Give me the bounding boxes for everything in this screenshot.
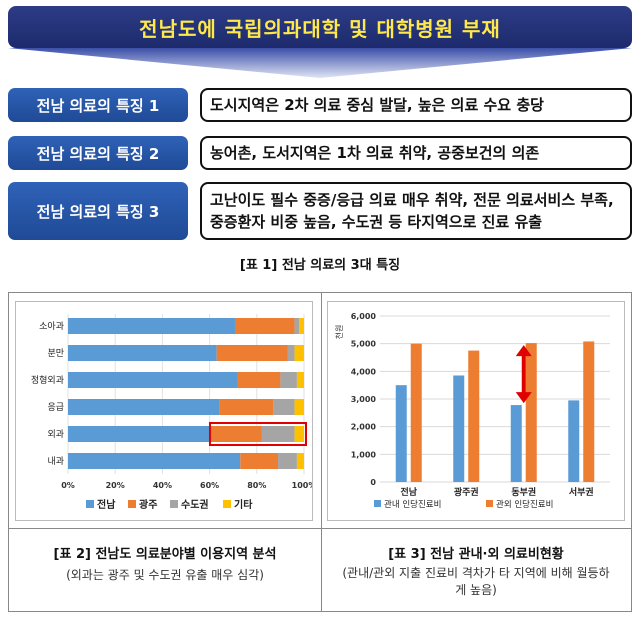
category-label: 전남 [400, 486, 417, 498]
x-tick-label: 60% [200, 481, 219, 490]
legend-swatch [486, 500, 493, 507]
feature-label-1: 전남 의료의 특징 1 [8, 88, 188, 122]
down-arrow-icon [8, 48, 632, 78]
table3-caption: [표 3] 전남 관내·외 의료비현황 [388, 547, 564, 562]
bar [410, 343, 422, 482]
x-tick-label: 20% [106, 481, 125, 490]
bar-segment [294, 426, 304, 442]
category-label: 내과 [47, 456, 64, 467]
y-tick-label: 4,000 [351, 367, 377, 376]
legend-label: 전남 [97, 498, 116, 511]
bar-segment [68, 399, 220, 415]
bar-segment [296, 372, 304, 388]
legend-swatch [170, 500, 178, 508]
legend-label: 기타 [234, 498, 253, 511]
bar-segment [211, 426, 262, 442]
table1-caption: [표 1] 전남 의료의 3대 특징 [239, 258, 401, 273]
feature-row-3: 전남 의료의 특징 3 고난이도 필수 중증/응급 의료 매우 취약, 전문 의… [8, 182, 632, 240]
category-label: 외과 [47, 428, 64, 440]
bar-segment [273, 399, 295, 415]
legend-label: 수도권 [181, 499, 209, 511]
bar-segment [280, 372, 297, 388]
feature-label-2: 전남 의료의 특징 2 [8, 136, 188, 170]
bar-segment [294, 345, 304, 361]
panel-divider-vertical [321, 293, 322, 611]
bar-segment [68, 318, 236, 334]
bar-segment [287, 345, 295, 361]
bar [583, 341, 595, 482]
y-axis-label: 천원 [334, 325, 344, 340]
bar-segment [294, 318, 300, 334]
legend-label: 관내 인당진료비 [384, 499, 441, 510]
banner-title-text: 전남도에 국립의과대학 및 대학병원 부재 [139, 16, 501, 41]
bar-segment [216, 345, 288, 361]
feature-text-3: 고난이도 필수 중증/응급 의료 매우 취약, 전문 의료서비스 부족, 중증환… [200, 182, 632, 240]
panel-divider-horizontal [9, 528, 631, 529]
bar-segment [68, 453, 241, 469]
legend-label: 관외 인당진료비 [496, 499, 553, 510]
category-label: 응급 [47, 402, 64, 413]
feature-text-2: 농어촌, 도서지역은 1차 의료 취약, 공중보건의 의존 [200, 136, 632, 170]
bar-segment [294, 399, 304, 415]
table3-note: (관내/관외 지출 진료비 격차가 타 지역에 비해 월등하게 높음) [342, 566, 610, 597]
legend-swatch [86, 500, 94, 508]
feature-text-1: 도시지역은 2차 의료 중심 발달, 높은 의료 수요 충당 [200, 88, 632, 122]
bar-segment [68, 345, 217, 361]
feature-row-1: 전남 의료의 특징 1 도시지역은 2차 의료 중심 발달, 높은 의료 수요 … [8, 88, 632, 122]
category-label: 동부권 [511, 486, 536, 498]
category-label: 소아과 [39, 321, 64, 332]
bar-segment [219, 399, 274, 415]
bar-segment [68, 372, 238, 388]
bar [510, 405, 522, 482]
bar [468, 350, 480, 482]
bar-segment [240, 453, 279, 469]
bar-segment [237, 372, 281, 388]
y-tick-label: 2,000 [351, 423, 377, 432]
bar-segment [235, 318, 295, 334]
legend-swatch [374, 500, 381, 507]
bar [525, 343, 537, 482]
bar [395, 385, 407, 482]
legend-label: 광주 [139, 499, 157, 511]
bar [453, 375, 465, 482]
category-label: 분만 [47, 348, 64, 359]
category-label: 서부권 [569, 486, 594, 498]
bar-segment [68, 426, 212, 442]
bar-segment [296, 453, 304, 469]
feature-label-3: 전남 의료의 특징 3 [8, 182, 188, 240]
x-tick-label: 0% [61, 481, 75, 490]
y-tick-label: 0 [370, 478, 376, 487]
bar [568, 400, 580, 482]
x-tick-label: 80% [247, 481, 266, 490]
x-tick-label: 100% [292, 481, 312, 490]
x-tick-label: 40% [153, 481, 172, 490]
charts-panel: 0%20%40%60%80%100%소아과분만정형외과응급외과내과전남광주수도권… [8, 292, 632, 612]
legend-swatch [223, 500, 231, 508]
highlight-box [208, 422, 308, 446]
gap-arrow-head-down [515, 392, 532, 404]
table2-note: (외과는 광주 및 수도권 유출 매우 심각) [66, 568, 264, 582]
banner-title: 전남도에 국립의과대학 및 대학병원 부재 [8, 6, 632, 48]
y-tick-label: 3,000 [351, 395, 377, 404]
gap-arrow-head-up [515, 345, 532, 357]
table2-caption: [표 2] 전남도 의료분야별 이용지역 분석 [53, 547, 277, 562]
y-tick-label: 5,000 [351, 340, 377, 349]
y-tick-label: 6,000 [351, 312, 377, 321]
bar-segment [278, 453, 297, 469]
category-label: 정형외과 [31, 374, 64, 386]
feature-row-2: 전남 의료의 특징 2 농어촌, 도서지역은 1차 의료 취약, 공중보건의 의… [8, 136, 632, 170]
legend-swatch [128, 500, 136, 508]
category-label: 광주권 [454, 486, 479, 498]
bar-segment [299, 318, 304, 334]
y-tick-label: 1,000 [351, 450, 377, 459]
bar-segment [261, 426, 295, 442]
